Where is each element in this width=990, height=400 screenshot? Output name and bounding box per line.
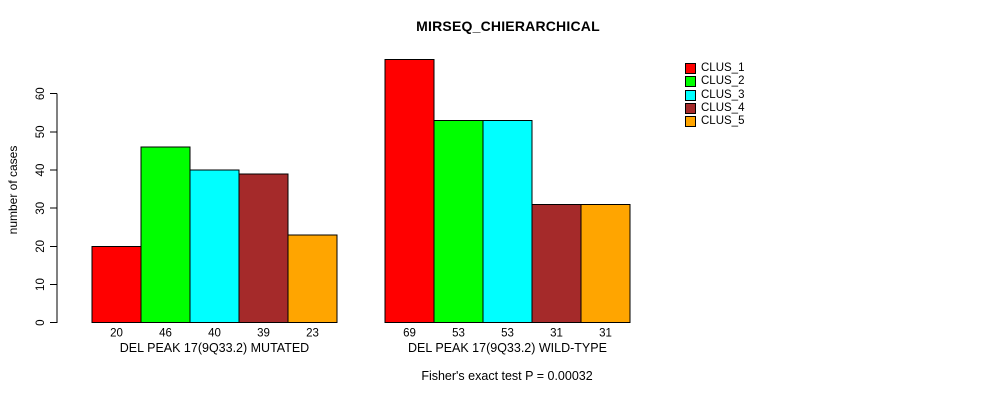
bar-value-label: 39 (257, 328, 270, 340)
y-axis-tick-label: 30 (35, 202, 47, 215)
legend-label: CLUS_2 (701, 75, 745, 88)
bar-clus_1-group1 (91, 245, 142, 324)
bar-value-label: 46 (159, 328, 172, 340)
legend-label: CLUS_4 (701, 102, 745, 115)
group-label: DEL PEAK 17(9Q33.2) WILD-TYPE (408, 341, 607, 355)
legend-item-clus_1: CLUS_1 (685, 62, 744, 75)
legend-label: CLUS_1 (701, 62, 745, 75)
legend-label: CLUS_3 (701, 88, 745, 101)
bar-value-label: 40 (208, 328, 221, 340)
bar-value-label: 23 (306, 328, 319, 340)
legend-label: CLUS_5 (701, 115, 745, 128)
y-axis-tick-label: 20 (35, 240, 47, 253)
bar-clus_4-group1 (238, 173, 289, 324)
group-label: DEL PEAK 17(9Q33.2) MUTATED (120, 341, 309, 355)
legend-item-clus_5: CLUS_5 (685, 115, 744, 128)
y-axis-tick-label: 0 (35, 319, 47, 325)
y-axis-tick-label: 40 (35, 164, 47, 177)
y-axis-tick-label: 10 (35, 278, 47, 291)
bar-value-label: 20 (110, 328, 123, 340)
bar-clus_3-group2 (482, 119, 533, 324)
bar-clus_4-group2 (531, 203, 582, 324)
y-axis-tick-label: 60 (35, 87, 47, 100)
bar-clus_2-group2 (433, 119, 484, 324)
fisher-test-annotation: Fisher's exact test P = 0.00032 (421, 369, 593, 383)
chart-title: MIRSEQ_CHIERARCHICAL (416, 18, 600, 34)
bar-clus_5-group1 (287, 234, 338, 324)
y-axis-tick-label: 50 (35, 125, 47, 138)
legend-swatch (685, 63, 696, 75)
y-axis-label: number of cases (6, 145, 20, 235)
bar-clus_5-group2 (580, 203, 631, 324)
bar-value-label: 69 (403, 328, 416, 340)
bar-clus_1-group2 (384, 58, 435, 324)
bar-clus_2-group1 (140, 146, 191, 324)
legend-item-clus_2: CLUS_2 (685, 75, 744, 88)
legend-item-clus_4: CLUS_4 (685, 102, 744, 115)
legend: CLUS_1 CLUS_2 CLUS_3 CLUS_4 CLUS_5 (685, 62, 744, 128)
bar-value-label: 53 (452, 328, 465, 340)
bar-clus_3-group1 (189, 169, 240, 324)
bar-value-label: 53 (501, 328, 514, 340)
legend-swatch (685, 76, 696, 88)
legend-swatch (685, 89, 696, 101)
bar-value-label: 31 (550, 328, 563, 340)
legend-item-clus_3: CLUS_3 (685, 89, 744, 102)
legend-swatch (685, 103, 696, 115)
bar-value-label: 31 (599, 328, 612, 340)
legend-swatch (685, 116, 696, 128)
